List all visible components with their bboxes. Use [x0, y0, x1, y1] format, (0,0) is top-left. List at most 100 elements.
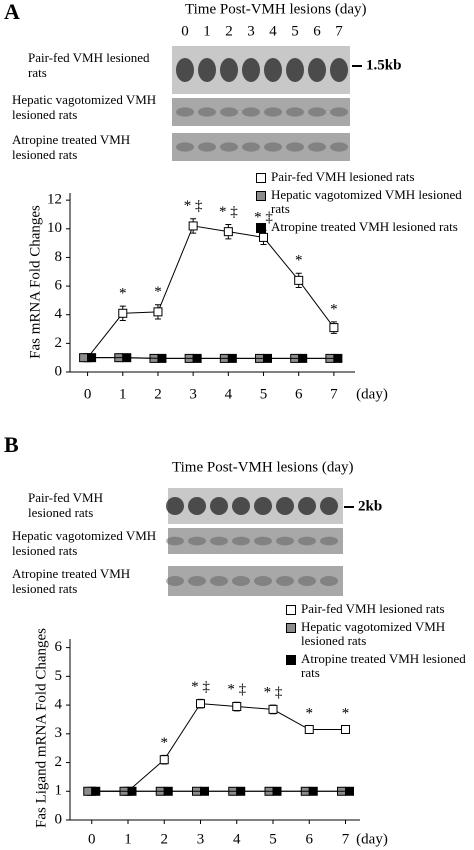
blot-band — [232, 536, 250, 546]
blot-band — [176, 107, 194, 117]
blot-band — [188, 497, 206, 515]
lane-label: 0 — [181, 23, 189, 39]
y-axis-label: Fas mRNA Fold Changes — [27, 205, 43, 359]
point — [298, 353, 308, 363]
point — [223, 227, 233, 237]
blot-band — [210, 576, 228, 586]
blot-band — [242, 107, 260, 117]
y-tick-label: 2 — [55, 754, 63, 770]
significance-mark: * ‡ — [264, 685, 283, 701]
legend-marker — [286, 655, 296, 665]
legend-marker — [256, 223, 266, 233]
legend-item: Atropine treated VMH lesioned rats — [256, 220, 470, 234]
blot-band — [330, 58, 348, 82]
blot-image — [172, 133, 350, 161]
significance-mark: * ‡ — [254, 210, 273, 226]
legend-marker — [286, 605, 296, 615]
blot-band — [198, 58, 216, 82]
y-tick-label: 8 — [55, 249, 63, 265]
blot-band — [254, 536, 272, 546]
legend-label: Atropine treated VMH lesioned rats — [271, 219, 458, 234]
blot-band — [198, 142, 216, 152]
blot-band — [254, 497, 272, 515]
blot-band — [276, 576, 294, 586]
blot-band — [286, 142, 304, 152]
blot-image — [168, 566, 343, 596]
legend-item: Hepatic vagotomized VMH lesioned rats — [256, 188, 470, 216]
blot-row-label: Hepatic vagotomized VMH lesioned rats — [12, 92, 157, 122]
x-tick-label: 1 — [119, 386, 127, 402]
legend-marker — [286, 623, 296, 633]
panel-label: A — [4, 0, 20, 24]
blot-band — [220, 142, 238, 152]
blot-image — [172, 98, 350, 126]
x-tick-label: 4 — [233, 831, 241, 847]
blot-band — [264, 58, 282, 82]
blot-band — [220, 107, 238, 117]
point — [192, 353, 202, 363]
blot-band — [298, 536, 316, 546]
size-marker: 2kb — [358, 498, 382, 514]
blot-row-label: Atropine treated VMH lesioned rats — [12, 566, 131, 596]
x-tick-label: 0 — [84, 386, 92, 402]
legend-label: Pair-fed VMH lesioned rats — [271, 169, 415, 184]
blot-band — [220, 58, 238, 82]
lane-label: 7 — [335, 23, 343, 39]
point — [127, 786, 137, 796]
series-line — [91, 357, 338, 359]
point — [268, 704, 278, 714]
blot-row-label: Atropine treated VMH lesioned rats — [12, 132, 131, 162]
point — [87, 353, 97, 363]
lane-label: 2 — [225, 23, 233, 39]
blot-band — [330, 107, 348, 117]
point — [118, 308, 128, 318]
y-tick-label: 6 — [55, 639, 63, 655]
significance-mark: * ‡ — [184, 198, 203, 214]
point — [294, 275, 304, 285]
y-tick-label: 10 — [47, 220, 62, 236]
x-tick-label: 0 — [88, 831, 96, 847]
blot-band — [276, 497, 294, 515]
blot-band — [320, 536, 338, 546]
blot-title: Time Post-VMH lesions (day) — [172, 459, 354, 475]
legend-item: Atropine treated VMH lesioned rats — [286, 652, 472, 680]
x-tick-label: 2 — [161, 831, 169, 847]
significance-mark: * — [295, 253, 303, 269]
point — [200, 786, 209, 796]
blot-band — [166, 536, 184, 546]
x-tick-label: 6 — [306, 831, 314, 847]
point — [345, 786, 354, 796]
y-tick-label: 2 — [55, 335, 63, 351]
legend: Pair-fed VMH lesioned rats Hepatic vagoto… — [256, 170, 470, 238]
point — [91, 786, 101, 796]
point — [159, 755, 169, 765]
point — [308, 786, 318, 796]
lane-label: 4 — [269, 23, 277, 39]
blot-band — [320, 497, 338, 515]
significance-mark: * — [330, 301, 338, 317]
series-line — [91, 703, 346, 792]
significance-mark: * — [154, 284, 162, 300]
point — [157, 353, 167, 363]
point — [236, 786, 246, 796]
blot-row-label: Pair-fed VMH lesioned rats — [28, 50, 150, 80]
blot-band — [320, 576, 338, 586]
point — [83, 786, 93, 796]
x-tick-label: 1 — [124, 831, 132, 847]
lane-label: 6 — [313, 23, 321, 39]
point — [259, 232, 269, 242]
legend-item: Pair-fed VMH lesioned rats — [286, 602, 472, 616]
point — [263, 353, 273, 363]
size-marker: 1.5kb — [366, 57, 401, 73]
x-tick-label: 5 — [269, 831, 277, 847]
blot-band — [298, 576, 316, 586]
blot-band — [308, 142, 326, 152]
legend-label: Hepatic vagotomized VMH lesioned rats — [271, 187, 462, 216]
blot-band — [264, 107, 282, 117]
blot-band — [210, 536, 228, 546]
legend-label: Pair-fed VMH lesioned rats — [301, 601, 445, 616]
series-line — [87, 225, 335, 358]
y-tick-label: 4 — [55, 306, 63, 322]
